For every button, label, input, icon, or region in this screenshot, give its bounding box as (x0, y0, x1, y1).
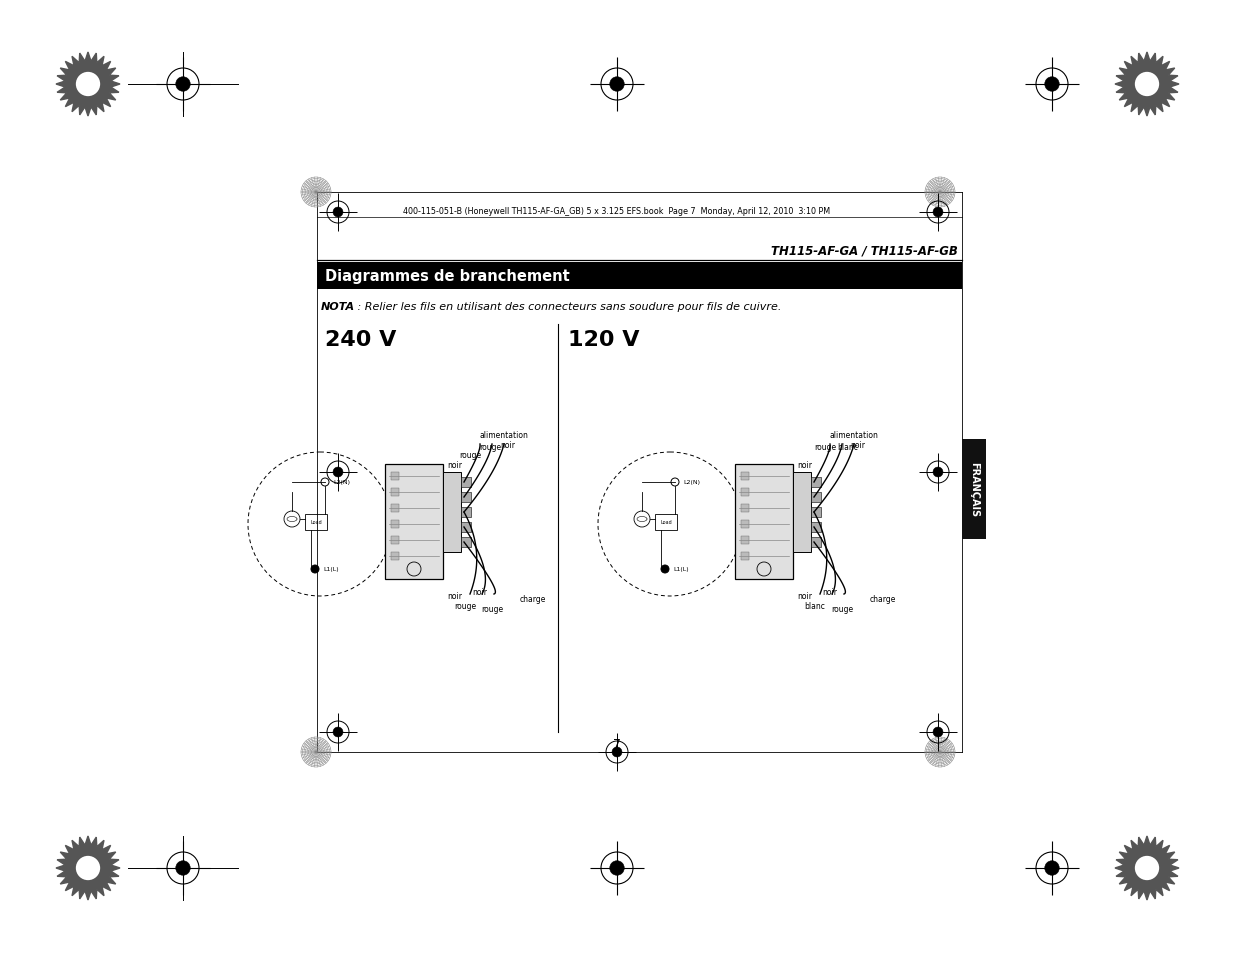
Text: noir: noir (850, 440, 864, 450)
Circle shape (1045, 78, 1060, 92)
Circle shape (1045, 861, 1060, 875)
Bar (741, 537, 748, 544)
Circle shape (175, 78, 190, 92)
Bar (793, 473, 811, 553)
Text: charge: charge (520, 595, 546, 603)
Polygon shape (56, 53, 120, 117)
Bar (811, 522, 821, 533)
Bar (305, 515, 327, 531)
Text: alimentation: alimentation (479, 431, 529, 439)
Bar (391, 553, 399, 560)
Bar (811, 507, 821, 517)
Bar (461, 477, 471, 488)
Bar (741, 553, 748, 560)
Circle shape (333, 208, 343, 217)
Circle shape (175, 861, 190, 875)
Bar (962, 439, 986, 539)
Text: rouge: rouge (479, 442, 501, 452)
Bar (735, 464, 793, 579)
Bar (391, 537, 399, 544)
Circle shape (1135, 856, 1160, 881)
Text: alimentation: alimentation (829, 431, 878, 439)
Text: rouge: rouge (459, 451, 482, 459)
Circle shape (934, 468, 944, 477)
Bar (741, 504, 748, 513)
Circle shape (333, 468, 343, 477)
Bar (741, 473, 748, 480)
Text: L2(N): L2(N) (683, 480, 700, 485)
Text: TH115-AF-GA / TH115-AF-GB: TH115-AF-GA / TH115-AF-GB (771, 245, 958, 257)
Bar (811, 493, 821, 502)
Circle shape (75, 72, 100, 97)
Text: 120 V: 120 V (568, 330, 640, 350)
Circle shape (934, 208, 944, 217)
Polygon shape (56, 836, 120, 900)
Bar (391, 473, 399, 480)
Circle shape (75, 856, 100, 881)
Text: : Relier les fils en utilisant des connecteurs sans soudure pour fils de cuivre.: : Relier les fils en utilisant des conne… (354, 302, 782, 312)
Circle shape (934, 727, 944, 738)
Bar (391, 489, 399, 497)
Text: rouge: rouge (454, 601, 475, 610)
Circle shape (613, 747, 622, 757)
Text: noir: noir (447, 460, 462, 470)
Circle shape (610, 861, 624, 875)
Text: L2(N): L2(N) (333, 480, 350, 485)
Text: rouge: rouge (814, 442, 836, 452)
Text: noir: noir (798, 592, 813, 600)
Text: blanc: blanc (837, 442, 858, 452)
Polygon shape (1115, 836, 1179, 900)
Bar (385, 464, 443, 579)
Text: NOTA: NOTA (321, 302, 356, 312)
Bar (391, 520, 399, 529)
Circle shape (610, 78, 624, 92)
Text: 7: 7 (613, 738, 621, 750)
Bar (741, 520, 748, 529)
Text: noir: noir (447, 592, 462, 600)
Circle shape (1135, 72, 1160, 97)
Circle shape (333, 727, 343, 738)
Bar (461, 522, 471, 533)
Circle shape (311, 565, 319, 574)
Bar (391, 504, 399, 513)
Text: Load: Load (310, 520, 322, 525)
Text: charge: charge (869, 595, 897, 603)
Bar (443, 473, 461, 553)
Circle shape (661, 565, 669, 574)
Bar (461, 537, 471, 547)
Text: noir: noir (500, 440, 515, 450)
Bar (811, 477, 821, 488)
Bar (317, 263, 962, 290)
Bar (741, 489, 748, 497)
Text: L1(L): L1(L) (673, 567, 689, 572)
Text: noir: noir (823, 587, 837, 597)
Text: 240 V: 240 V (325, 330, 396, 350)
Text: blanc: blanc (804, 601, 825, 610)
Text: rouge: rouge (480, 604, 503, 614)
Polygon shape (1115, 53, 1179, 117)
Text: 400-115-051-B (Honeywell TH115-AF-GA_GB) 5 x 3.125 EFS.book  Page 7  Monday, Apr: 400-115-051-B (Honeywell TH115-AF-GA_GB)… (404, 207, 831, 215)
Text: Diagrammes de branchement: Diagrammes de branchement (325, 269, 569, 284)
Text: L1(L): L1(L) (324, 567, 338, 572)
Text: noir: noir (798, 460, 813, 470)
Bar (461, 493, 471, 502)
Text: rouge: rouge (831, 604, 853, 614)
Bar (811, 537, 821, 547)
Text: noir: noir (473, 587, 488, 597)
Text: Load: Load (661, 520, 672, 525)
Bar (461, 507, 471, 517)
Text: FRANÇAIS: FRANÇAIS (969, 462, 979, 517)
Bar (655, 515, 677, 531)
